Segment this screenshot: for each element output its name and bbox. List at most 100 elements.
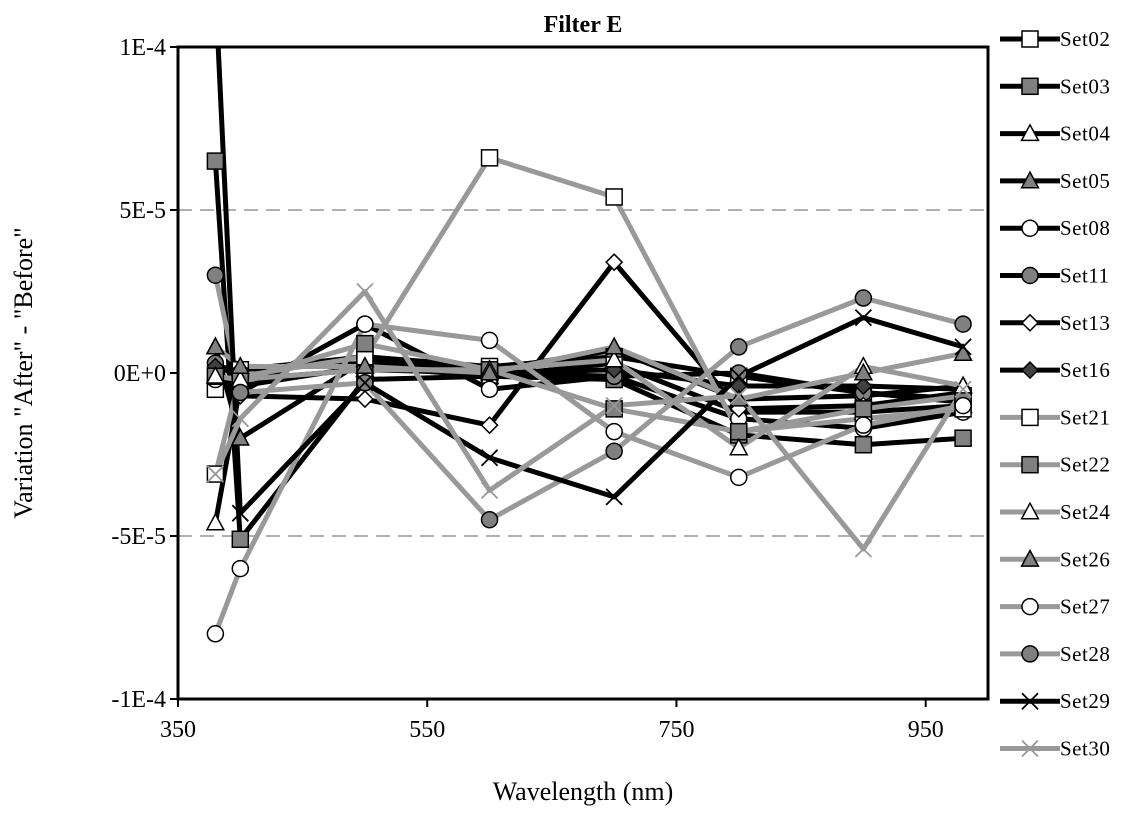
data-point-set27 (854, 416, 873, 434)
legend-label: Set26 (1060, 547, 1110, 571)
data-point-set29 (356, 374, 374, 392)
y-axis-title: Variation "After" - "Before" (9, 227, 38, 519)
legend-label: Set29 (1060, 689, 1110, 713)
legend-item-set26: Set26 (1000, 547, 1110, 571)
series-line-set22 (215, 341, 964, 435)
data-point-set26 (853, 362, 874, 381)
data-point-set24 (729, 437, 749, 456)
data-point-set29 (954, 338, 972, 356)
axis-layer: 1E-4 5E-5 0E+0 -5E-5 -1E-4 350 550 750 950 (111, 35, 943, 743)
data-point-set30 (480, 481, 499, 499)
legend-label: Set30 (1060, 737, 1110, 761)
y-tick-label: -1E-4 (111, 687, 166, 713)
chart-title: Filter E (544, 12, 623, 38)
data-point-set27 (231, 559, 250, 578)
legend-label: Set08 (1060, 216, 1110, 240)
data-point-set28 (954, 315, 972, 333)
legend-label: Set16 (1060, 358, 1110, 382)
data-point-set21 (605, 188, 623, 206)
legend-marker (1021, 597, 1039, 616)
data-point-set13 (605, 253, 624, 272)
legend-item-set05: Set05 (1000, 169, 1110, 193)
legend-item-set22: Set22 (1000, 453, 1110, 477)
data-point-set03 (954, 429, 972, 447)
series-layer (212, 47, 966, 635)
legend-item-set30: Set30 (1000, 737, 1110, 761)
legend-marker (1020, 170, 1040, 189)
legend-label: Set21 (1060, 405, 1110, 429)
data-point-set27 (206, 625, 225, 643)
data-point-set27 (605, 422, 623, 441)
legend-marker (1021, 645, 1039, 663)
data-point-set22 (730, 422, 748, 441)
data-point-set27 (954, 396, 972, 415)
data-point-set28 (206, 266, 225, 284)
legend-marker (1020, 501, 1040, 520)
data-point-set28 (480, 510, 499, 529)
grid-layer (178, 209, 988, 537)
legend-item-set21: Set21 (1000, 405, 1110, 429)
legend-item-set29: Set29 (1000, 689, 1110, 713)
data-point-set26 (205, 336, 226, 355)
data-point-set08 (480, 380, 499, 399)
legend-marker (1021, 408, 1039, 427)
legend-item-set04: Set04 (1000, 122, 1110, 146)
y-tick-label: 0E+0 (114, 361, 166, 387)
data-point-set28 (854, 289, 873, 307)
data-point-set30 (730, 387, 748, 405)
x-tick-label: 350 (160, 717, 196, 743)
data-point-set04 (205, 512, 226, 531)
data-point-set03 (854, 435, 873, 454)
data-point-set13 (480, 416, 499, 435)
x-axis-title: Wavelength (nm) (493, 777, 674, 806)
data-point-set22 (854, 400, 873, 418)
data-point-set26 (729, 388, 749, 407)
data-point-set03 (231, 530, 250, 549)
legend-label: Set04 (1060, 122, 1110, 146)
data-point-set30 (854, 540, 873, 558)
data-point-set05 (230, 427, 250, 446)
data-point-set22 (356, 334, 374, 353)
legend-marker (1020, 123, 1040, 142)
data-point-set28 (605, 442, 623, 460)
data-point-set26 (604, 336, 624, 355)
legend-marker (1021, 266, 1039, 285)
data-point-set29 (854, 308, 873, 327)
series-line-set27 (213, 321, 964, 635)
x-tick-label: 950 (908, 717, 944, 743)
series-line-set29 (215, 47, 964, 516)
data-point-set22 (605, 400, 623, 418)
data-point-set30 (356, 282, 374, 301)
data-point-set27 (730, 468, 748, 487)
legend-item-set08: Set08 (1000, 216, 1110, 240)
data-point-set28 (231, 383, 250, 402)
data-point-set26 (479, 362, 500, 381)
legend-item-set11: Set11 (1000, 264, 1109, 288)
legend-item-set03: Set03 (1000, 74, 1110, 98)
data-point-set24 (205, 365, 226, 384)
legend-marker (1021, 739, 1039, 758)
data-point-set27 (356, 315, 374, 333)
data-point-set03 (206, 152, 225, 170)
legend-item-set27: Set27 (1000, 595, 1110, 619)
legend-item-set16: Set16 (1000, 358, 1110, 382)
legend-label: Set05 (1060, 169, 1110, 193)
y-tick-label: -5E-5 (111, 524, 166, 550)
legend-item-set02: Set02 (1000, 27, 1110, 51)
data-point-set29 (605, 488, 623, 506)
data-point-set29 (231, 504, 249, 522)
data-point-set26 (355, 356, 375, 375)
legend-label: Set22 (1060, 453, 1110, 477)
data-point-set30 (206, 465, 225, 483)
y-tick-label: 1E-4 (119, 35, 166, 61)
series-line-set26 (213, 344, 964, 402)
legend-label: Set03 (1060, 74, 1110, 98)
legend-item-set13: Set13 (1000, 311, 1110, 335)
y-tick-label: 5E-5 (119, 198, 166, 224)
data-point-set13 (355, 390, 374, 409)
marker-layer (205, 149, 973, 643)
legend-label: Set28 (1060, 642, 1110, 666)
legend-marker (1021, 219, 1039, 237)
